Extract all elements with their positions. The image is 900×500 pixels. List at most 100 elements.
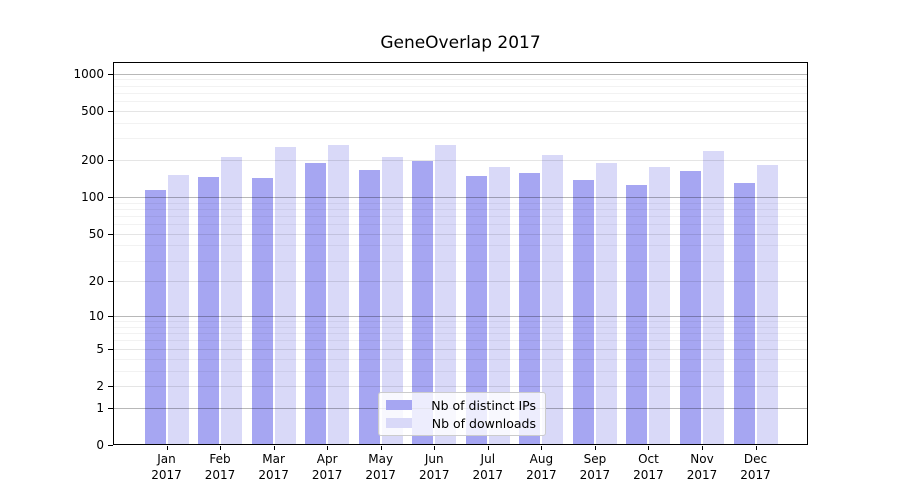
x-tick-mark xyxy=(487,446,489,450)
x-tick-label-apr: Apr 2017 xyxy=(311,452,343,482)
y-tick-mark xyxy=(108,110,113,112)
x-tick-mark xyxy=(166,446,168,450)
gridline-3 xyxy=(113,370,808,372)
bar-jan-distinct-ips xyxy=(144,189,166,445)
x-tick-mark xyxy=(541,446,543,450)
x-tick-mark xyxy=(594,446,596,450)
y-tick-mark xyxy=(108,233,113,235)
legend-item-distinct-ips: Nb of distinct IPs xyxy=(386,397,536,413)
legend-label-downloads: Nb of downloads xyxy=(431,415,536,431)
y-tick-label-20: 20 xyxy=(88,274,104,289)
y-tick-label-500: 500 xyxy=(81,103,104,118)
y-tick-mark xyxy=(108,281,113,283)
x-tick-label-aug: Aug 2017 xyxy=(526,452,557,482)
gridline-80 xyxy=(113,208,808,210)
x-tick-mark xyxy=(220,446,222,450)
y-tick-label-2: 2 xyxy=(96,378,104,393)
y-tick-mark xyxy=(108,348,113,350)
y-tick-label-200: 200 xyxy=(81,153,104,167)
bar-jul-distinct-ips xyxy=(465,176,487,445)
gridline-60 xyxy=(113,224,808,226)
gridline-2 xyxy=(113,386,808,387)
y-tick-label-10: 10 xyxy=(88,309,104,324)
x-tick-mark xyxy=(755,446,757,450)
gridline-10 xyxy=(113,316,808,318)
y-tick-label-0: 0 xyxy=(96,438,104,452)
gridline-7 xyxy=(113,333,808,335)
gridline-50 xyxy=(113,233,808,235)
y-tick-mark xyxy=(108,316,113,318)
x-tick-label-may: May 2017 xyxy=(365,452,396,482)
x-tick-label-jun: Jun 2017 xyxy=(418,452,450,482)
x-tick-mark xyxy=(648,446,650,450)
bar-nov-downloads xyxy=(703,150,724,445)
bar-jul-downloads xyxy=(488,166,510,445)
gridline-600 xyxy=(113,101,808,103)
gridline-20 xyxy=(113,281,808,283)
gridline-70 xyxy=(113,215,808,217)
legend: Nb of distinct IPs Nb of downloads xyxy=(378,392,546,436)
x-tick-label-dec: Dec 2017 xyxy=(740,452,771,482)
x-tick-label-oct: Oct 2017 xyxy=(633,452,664,482)
x-tick-label-jan: Jan 2017 xyxy=(151,452,182,482)
legend-item-downloads: Nb of downloads xyxy=(386,415,536,431)
gridline-900 xyxy=(113,79,808,81)
y-tick-mark xyxy=(108,407,113,409)
gridline-90 xyxy=(113,202,808,204)
y-tick-mark xyxy=(108,196,113,198)
y-tick-mark xyxy=(108,445,113,446)
y-tick-label-5: 5 xyxy=(96,341,104,356)
bar-aug-downloads xyxy=(542,154,564,445)
gridline-500 xyxy=(113,110,808,112)
chart-title: GeneOverlap 2017 xyxy=(380,33,541,53)
x-tick-label-feb: Feb 2017 xyxy=(204,452,236,482)
y-tick-label-1: 1 xyxy=(96,400,104,415)
bar-aug-distinct-ips xyxy=(519,172,541,445)
bar-feb-distinct-ips xyxy=(198,177,220,445)
x-tick-label-jul: Jul 2017 xyxy=(472,452,504,482)
bar-may-distinct-ips xyxy=(358,169,380,445)
gridline-6 xyxy=(113,340,808,342)
gridline-300 xyxy=(113,138,808,140)
gridline-700 xyxy=(113,92,808,94)
legend-label-distinct-ips: Nb of distinct IPs xyxy=(431,397,536,413)
gridline-30 xyxy=(113,260,808,262)
x-tick-label-mar: Mar 2017 xyxy=(258,452,289,482)
bar-oct-downloads xyxy=(649,166,671,445)
bar-apr-downloads xyxy=(328,144,350,445)
bar-jun-downloads xyxy=(435,144,457,445)
bar-jun-distinct-ips xyxy=(412,161,434,445)
x-tick-mark xyxy=(702,446,703,450)
bar-dec-downloads xyxy=(756,165,778,445)
legend-swatch-distinct-ips xyxy=(386,400,412,410)
bar-feb-downloads xyxy=(221,157,243,445)
x-tick-mark xyxy=(434,446,436,450)
x-tick-label-nov: Nov 2017 xyxy=(686,452,718,482)
y-tick-mark xyxy=(108,73,113,75)
y-tick-label-100: 100 xyxy=(81,189,104,204)
gridline-800 xyxy=(113,85,808,87)
bar-oct-distinct-ips xyxy=(626,185,648,445)
gridline-9 xyxy=(113,321,808,323)
x-tick-mark xyxy=(273,446,275,450)
bar-sep-downloads xyxy=(595,162,617,445)
bar-mar-downloads xyxy=(274,146,296,445)
bar-sep-distinct-ips xyxy=(572,179,594,445)
x-tick-mark xyxy=(380,446,382,450)
x-tick-mark xyxy=(327,446,329,450)
gridline-8 xyxy=(113,326,808,328)
y-tick-label-1000: 1000 xyxy=(73,66,104,81)
gridline-200 xyxy=(113,160,808,161)
bar-nov-distinct-ips xyxy=(680,170,701,445)
gridline-40 xyxy=(113,245,808,247)
gridline-4 xyxy=(113,358,808,360)
x-tick-label-sep: Sep 2017 xyxy=(579,452,611,482)
legend-swatch-downloads xyxy=(386,418,412,428)
y-tick-mark xyxy=(108,385,113,387)
y-tick-label-50: 50 xyxy=(88,226,104,241)
bar-dec-distinct-ips xyxy=(733,183,755,445)
bar-apr-distinct-ips xyxy=(305,162,327,445)
gridline-100 xyxy=(113,197,808,198)
plot-area xyxy=(113,62,808,445)
